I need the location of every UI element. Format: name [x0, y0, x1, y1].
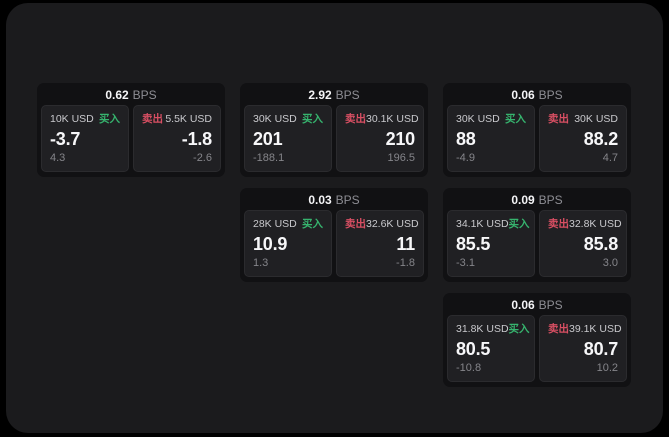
- sell-tile[interactable]: 卖出 30.1K USD 210 196.5: [336, 105, 424, 172]
- sell-tile[interactable]: 卖出 30K USD 88.2 4.7: [539, 105, 627, 172]
- bps-unit-label: BPS: [538, 88, 563, 102]
- sell-side-label: 卖出: [548, 323, 569, 335]
- sell-amount-label: 30.1K USD: [366, 113, 419, 125]
- buy-tile[interactable]: 31.8K USD 买入 80.5 -10.8: [447, 315, 535, 382]
- buy-amount-label: 28K USD: [253, 218, 297, 230]
- buy-change: -10.8: [456, 362, 482, 374]
- sell-amount-label: 5.5K USD: [165, 113, 212, 125]
- sell-amount-label: 32.6K USD: [366, 218, 419, 230]
- main-panel: 0.62 BPS 10K USD 买入 -3.7 4.3 卖出 5.5K USD …: [6, 3, 663, 433]
- sell-side-label: 卖出: [345, 113, 366, 125]
- buy-amount-label: 31.8K USD: [456, 323, 509, 335]
- sell-change: -1.8: [396, 257, 415, 269]
- quote-card: 0.62 BPS 10K USD 买入 -3.7 4.3 卖出 5.5K USD …: [37, 83, 225, 177]
- sell-side-label: 卖出: [548, 218, 569, 230]
- buy-side-label: 买入: [508, 218, 530, 230]
- quote-card-body: 34.1K USD 买入 85.5 -3.1 卖出 32.8K USD 85.8…: [447, 210, 627, 277]
- sell-amount-label: 39.1K USD: [569, 323, 622, 335]
- bps-unit-label: BPS: [538, 298, 563, 312]
- bps-unit-label: BPS: [538, 193, 563, 207]
- buy-side-label: 买入: [99, 113, 120, 125]
- quote-card: 0.06 BPS 30K USD 买入 88 -4.9 卖出 30K USD 88…: [443, 83, 631, 177]
- buy-side-label: 买入: [302, 113, 323, 125]
- quote-card-body: 10K USD 买入 -3.7 4.3 卖出 5.5K USD -1.8 -2.…: [41, 105, 221, 172]
- sell-change: 3.0: [602, 257, 618, 269]
- sell-tile[interactable]: 卖出 32.8K USD 85.8 3.0: [539, 210, 627, 277]
- sell-tile[interactable]: 卖出 32.6K USD 11 -1.8: [336, 210, 424, 277]
- bps-value: 0.06: [511, 88, 535, 102]
- buy-price: 201: [253, 129, 283, 149]
- buy-amount-label: 30K USD: [253, 113, 297, 125]
- bps-value: 0.06: [511, 298, 535, 312]
- buy-amount-label: 10K USD: [50, 113, 94, 125]
- quote-card: 0.09 BPS 34.1K USD 买入 85.5 -3.1 卖出 32.8K …: [443, 188, 631, 282]
- sell-price: -1.8: [181, 129, 212, 149]
- bps-header: 0.09 BPS: [447, 191, 627, 210]
- buy-amount-label: 34.1K USD: [456, 218, 509, 230]
- sell-price: 85.8: [583, 234, 618, 254]
- quote-card-body: 30K USD 买入 88 -4.9 卖出 30K USD 88.2 4.7: [447, 105, 627, 172]
- buy-tile[interactable]: 28K USD 买入 10.9 1.3: [244, 210, 332, 277]
- sell-price: 210: [385, 129, 416, 149]
- quote-card-body: 28K USD 买入 10.9 1.3 卖出 32.6K USD 11 -1.8: [244, 210, 424, 277]
- quote-card-body: 31.8K USD 买入 80.5 -10.8 卖出 39.1K USD 80.…: [447, 315, 627, 382]
- buy-tile[interactable]: 34.1K USD 买入 85.5 -3.1: [447, 210, 535, 277]
- buy-tile[interactable]: 30K USD 买入 88 -4.9: [447, 105, 535, 172]
- bps-unit-label: BPS: [335, 88, 360, 102]
- buy-tile[interactable]: 30K USD 买入 201 -188.1: [244, 105, 332, 172]
- bps-value: 0.09: [511, 193, 535, 207]
- buy-change: 4.3: [50, 152, 66, 164]
- bps-value: 2.92: [308, 88, 332, 102]
- sell-amount-label: 30K USD: [574, 113, 618, 125]
- buy-side-label: 买入: [508, 323, 530, 335]
- bps-unit-label: BPS: [335, 193, 360, 207]
- quote-grid: 0.62 BPS 10K USD 买入 -3.7 4.3 卖出 5.5K USD …: [37, 83, 631, 387]
- buy-change: -3.1: [456, 257, 475, 269]
- quote-card: 0.06 BPS 31.8K USD 买入 80.5 -10.8 卖出 39.1K…: [443, 293, 631, 387]
- sell-side-label: 卖出: [345, 218, 366, 230]
- sell-tile[interactable]: 卖出 39.1K USD 80.7 10.2: [539, 315, 627, 382]
- buy-side-label: 买入: [302, 218, 323, 230]
- buy-price: -3.7: [50, 129, 81, 149]
- quote-card-body: 30K USD 买入 201 -188.1 卖出 30.1K USD 210 1…: [244, 105, 424, 172]
- buy-change: -188.1: [253, 152, 285, 164]
- bps-header: 0.62 BPS: [41, 86, 221, 105]
- bps-unit-label: BPS: [132, 88, 157, 102]
- buy-amount-label: 30K USD: [456, 113, 500, 125]
- bps-header: 2.92 BPS: [244, 86, 424, 105]
- buy-price: 80.5: [456, 339, 491, 359]
- bps-header: 0.06 BPS: [447, 86, 627, 105]
- sell-price: 88.2: [583, 129, 618, 149]
- buy-change: -4.9: [456, 152, 475, 164]
- sell-change: 10.2: [596, 362, 618, 374]
- sell-change: -2.6: [193, 152, 212, 164]
- buy-side-label: 买入: [505, 113, 526, 125]
- sell-change: 4.7: [602, 152, 618, 164]
- bps-value: 0.03: [308, 193, 332, 207]
- sell-amount-label: 32.8K USD: [569, 218, 622, 230]
- bps-value: 0.62: [105, 88, 129, 102]
- sell-price: 80.7: [583, 339, 618, 359]
- buy-tile[interactable]: 10K USD 买入 -3.7 4.3: [41, 105, 129, 172]
- buy-change: 1.3: [253, 257, 269, 269]
- buy-price: 10.9: [253, 234, 288, 254]
- sell-price: 11: [396, 234, 415, 254]
- buy-price: 88: [456, 129, 476, 149]
- quote-card: 2.92 BPS 30K USD 买入 201 -188.1 卖出 30.1K U…: [240, 83, 428, 177]
- buy-price: 85.5: [456, 234, 491, 254]
- sell-side-label: 卖出: [142, 113, 163, 125]
- bps-header: 0.06 BPS: [447, 296, 627, 315]
- sell-change: 196.5: [387, 152, 415, 164]
- bps-header: 0.03 BPS: [244, 191, 424, 210]
- sell-tile[interactable]: 卖出 5.5K USD -1.8 -2.6: [133, 105, 221, 172]
- quote-card: 0.03 BPS 28K USD 买入 10.9 1.3 卖出 32.6K USD…: [240, 188, 428, 282]
- sell-side-label: 卖出: [548, 113, 569, 125]
